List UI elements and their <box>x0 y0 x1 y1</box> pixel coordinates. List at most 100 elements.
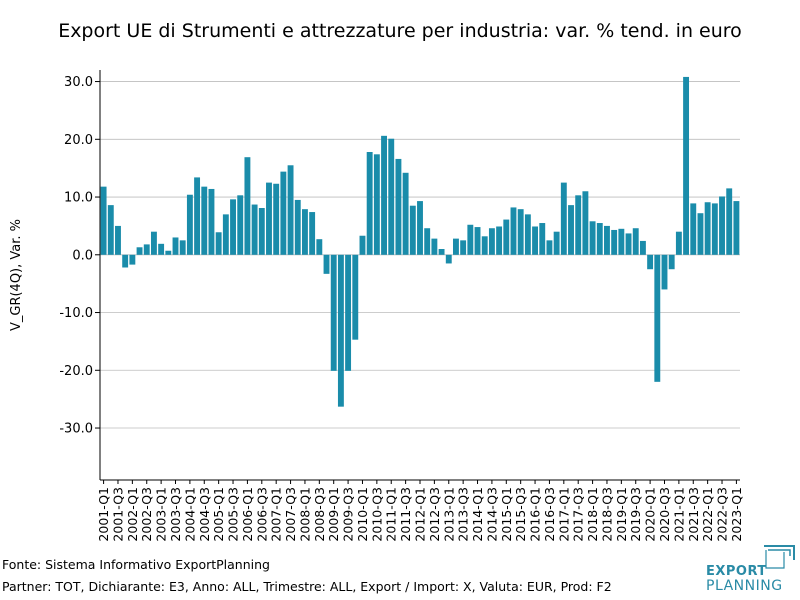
bar-2003-Q4 <box>179 240 186 255</box>
x-tick-label: 2007-Q1 <box>269 487 284 542</box>
x-tick-label: 2010-Q3 <box>369 487 384 542</box>
x-tick-label: 2001-Q3 <box>110 487 125 542</box>
bar-2009-Q3 <box>345 254 352 371</box>
bar-2001-Q1 <box>100 186 107 255</box>
x-tick-label: 2002-Q3 <box>139 487 154 542</box>
bar-2016-Q1 <box>532 226 539 255</box>
x-tick-label: 2015-Q1 <box>499 487 514 542</box>
bar-2015-Q3 <box>517 209 524 255</box>
x-tick-label: 2019-Q3 <box>628 487 643 542</box>
chart-title: Export UE di Strumenti e attrezzature pe… <box>58 20 742 42</box>
bar-2003-Q1 <box>158 243 165 255</box>
y-tick-label: -20.0 <box>59 364 93 379</box>
x-tick-label: 2022-Q3 <box>715 487 730 542</box>
x-tick-label: 2017-Q3 <box>571 487 586 542</box>
y-tick-labels: 30.0 20.0 10.0 0.0 -10.0 -20.0 -30.0 <box>59 75 93 436</box>
logo-text-planning: PLANNING <box>706 578 783 594</box>
bar-2010-Q4 <box>381 135 387 255</box>
x-tick-label: 2003-Q3 <box>168 487 183 542</box>
bar-2019-Q3 <box>632 228 639 255</box>
x-tick-label: 2011-Q1 <box>384 487 399 542</box>
bar-2021-Q4 <box>697 213 704 255</box>
bar-2005-Q2 <box>222 214 229 255</box>
x-tick-label: 2020-Q3 <box>657 487 672 542</box>
x-tick-label: 2023-Q1 <box>729 487 744 542</box>
bar-2018-Q2 <box>596 223 603 255</box>
footer-partner: Partner: TOT, Dichiarante: E3, Anno: ALL… <box>2 579 612 594</box>
bar-2015-Q2 <box>510 207 517 255</box>
bar-2006-Q2 <box>251 204 258 255</box>
bar-2013-Q4 <box>467 224 474 255</box>
bar-2007-Q1 <box>273 183 280 255</box>
bar-2009-Q1 <box>330 254 337 371</box>
bar-2021-Q2 <box>683 76 690 255</box>
bar-2017-Q1 <box>560 182 567 255</box>
bar-2022-Q4 <box>726 188 733 255</box>
x-tick-label: 2012-Q3 <box>427 487 442 542</box>
bar-2003-Q2 <box>165 250 172 255</box>
bar-2014-Q3 <box>488 228 495 255</box>
bar-2017-Q3 <box>575 195 582 255</box>
bar-2005-Q1 <box>215 232 222 255</box>
x-tick-label: 2007-Q3 <box>283 487 298 542</box>
bar-2001-Q3 <box>115 225 121 255</box>
bar-2002-Q2 <box>136 247 143 255</box>
bar-2002-Q3 <box>143 244 150 255</box>
bar-2016-Q4 <box>553 231 560 255</box>
bar-2004-Q4 <box>208 188 215 255</box>
bar-2004-Q1 <box>186 194 193 255</box>
x-tick-labels: 2001-Q1 2001-Q3 2002-Q1 2002-Q3 2003-Q1 2003-… <box>96 487 744 542</box>
x-tick-label: 2006-Q3 <box>254 487 269 542</box>
x-tick-label: 2011-Q3 <box>398 487 413 542</box>
logo-text-export: EXPORT <box>706 564 767 579</box>
x-tick-label: 2017-Q1 <box>556 487 571 542</box>
bar-2013-Q1 <box>445 254 452 264</box>
x-tick-label: 2001-Q1 <box>96 487 111 542</box>
x-tick-label: 2020-Q1 <box>643 487 658 542</box>
x-tick-label: 2002-Q1 <box>125 487 140 542</box>
x-tick-label: 2021-Q1 <box>671 487 686 542</box>
bar-2011-Q2 <box>395 158 402 255</box>
bar-2014-Q1 <box>474 227 481 255</box>
x-tick-label: 2008-Q1 <box>297 487 312 542</box>
x-tick-label: 2004-Q1 <box>182 487 197 542</box>
bar-2014-Q2 <box>481 236 488 255</box>
bar-2023-Q1 <box>733 201 740 255</box>
x-tick-label: 2022-Q1 <box>700 487 715 542</box>
bar-2020-Q2 <box>654 254 661 382</box>
bar-2019-Q1 <box>618 228 625 255</box>
x-tick-label: 2015-Q3 <box>513 487 528 542</box>
x-tick-label: 2004-Q3 <box>197 487 212 542</box>
bar-2019-Q4 <box>639 240 646 255</box>
bar-2007-Q4 <box>294 199 301 255</box>
bar-2016-Q2 <box>539 223 546 255</box>
bar-2014-Q4 <box>496 226 503 255</box>
bar-2001-Q4 <box>122 254 129 268</box>
bar-2017-Q4 <box>582 191 589 255</box>
x-tick-label: 2010-Q1 <box>355 487 370 542</box>
footer-source: Fonte: Sistema Informativo ExportPlannin… <box>2 557 270 572</box>
bar-2022-Q1 <box>704 202 711 255</box>
bar-2015-Q1 <box>503 219 510 255</box>
bar-2022-Q2 <box>711 203 718 255</box>
y-tick-label: 30.0 <box>64 75 93 90</box>
bar-2007-Q3 <box>287 165 294 255</box>
y-tick-label: 0.0 <box>72 248 93 263</box>
bar-2019-Q2 <box>625 233 632 255</box>
bar-2011-Q4 <box>409 205 416 255</box>
bar-2013-Q3 <box>460 240 467 255</box>
x-tick-label: 2016-Q3 <box>542 487 557 542</box>
bar-2020-Q1 <box>647 254 654 270</box>
bar-2022-Q3 <box>719 196 725 255</box>
bar-2012-Q3 <box>431 238 438 255</box>
bar-2006-Q1 <box>244 157 251 255</box>
logo-bracket-icon <box>764 545 795 569</box>
y-tick-label: -10.0 <box>59 306 93 321</box>
bar-2005-Q4 <box>237 195 244 255</box>
y-tick-label: 10.0 <box>64 191 93 206</box>
bar-2018-Q1 <box>589 221 596 255</box>
x-tick-label: 2018-Q1 <box>585 487 600 542</box>
bar-2004-Q3 <box>201 186 208 255</box>
bar-2008-Q3 <box>316 239 323 255</box>
